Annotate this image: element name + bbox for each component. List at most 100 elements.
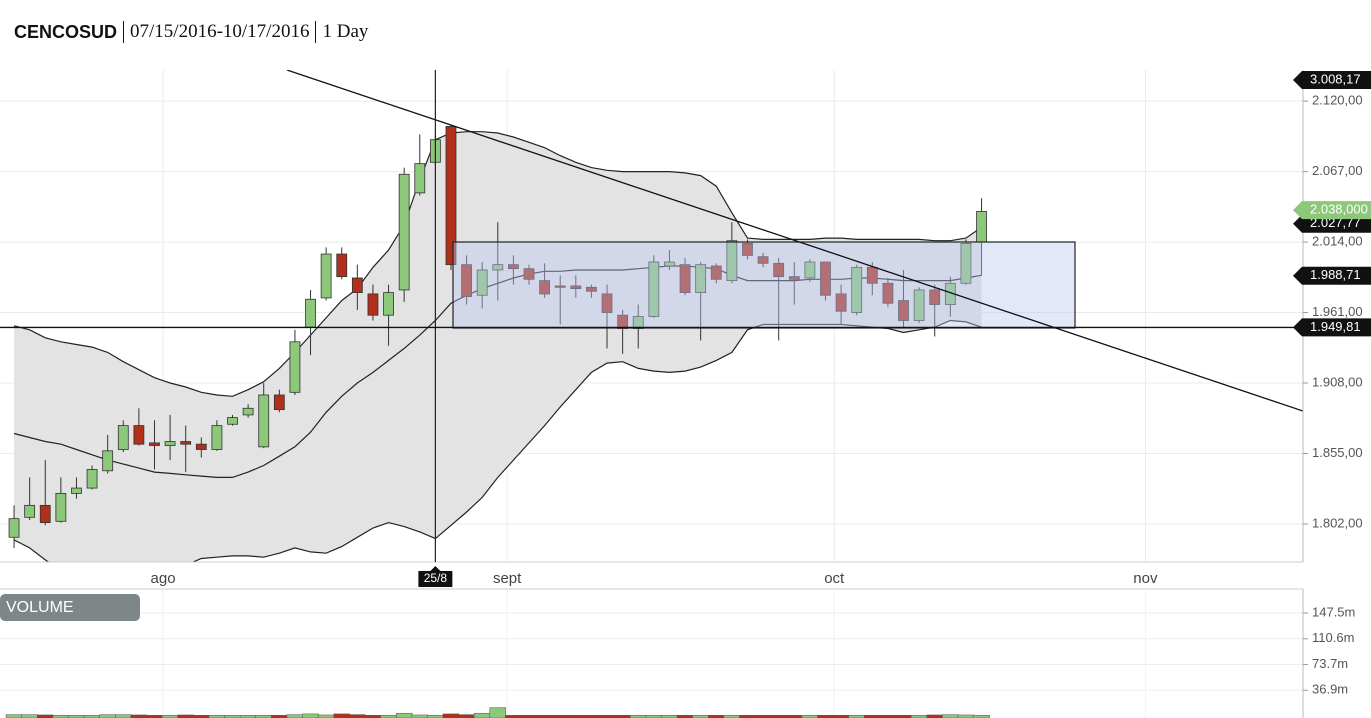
candle-body (960, 242, 972, 284)
candle-body (757, 256, 769, 264)
candle-body (866, 266, 878, 284)
candle-body (820, 261, 831, 296)
candle-body (742, 242, 753, 256)
trend-line (286, 70, 1303, 412)
candle-body (289, 341, 301, 393)
candle-body (851, 266, 863, 313)
candle-body (523, 268, 535, 280)
volume-tick-label: 36.9m (1312, 682, 1348, 697)
candle-body (273, 394, 285, 411)
volume-label: VOLUME (6, 599, 74, 616)
x-tick-label: sept (493, 570, 522, 587)
candle-body (242, 407, 254, 416)
candle-body (726, 240, 738, 282)
price-flag (1293, 266, 1371, 285)
y-tick-label: 2.067,00 (1312, 163, 1363, 178)
candle-body (71, 487, 82, 494)
candle-body (102, 450, 114, 472)
candle-body (461, 264, 472, 297)
y-tick-label: 1.908,00 (1312, 374, 1363, 389)
candle-body (367, 293, 379, 316)
volume-tick-label: 73.7m (1312, 656, 1348, 671)
candle-body (336, 253, 348, 278)
candle-body (86, 469, 98, 489)
candle-body (398, 173, 410, 291)
candle-body (320, 253, 332, 299)
y-tick-label: 2.014,00 (1312, 234, 1363, 249)
volume-bar (973, 715, 990, 718)
candle-body (8, 518, 20, 538)
candle-body (24, 504, 36, 518)
drawings (286, 70, 1303, 412)
candle-body (305, 298, 316, 328)
candle-body (601, 293, 613, 313)
y-tick-label: 1.961,00 (1312, 304, 1363, 319)
candle-body (445, 125, 457, 266)
candle-body (804, 261, 816, 279)
candle-body (414, 163, 426, 194)
candle-body (570, 285, 582, 290)
band-upper (13, 131, 982, 397)
candle-body (133, 425, 145, 445)
y-tick-label: 2.120,00 (1312, 93, 1363, 108)
candle-body (913, 289, 925, 321)
volume-bar (349, 714, 366, 718)
candle-body (164, 441, 176, 446)
candle-body (664, 261, 675, 267)
volume-tick-label: 110.6m (1312, 630, 1354, 645)
price-flag-label: 2.038,000 (1310, 202, 1368, 217)
symbol: CENCOSUD (14, 21, 118, 42)
candle-body (351, 277, 363, 293)
interval: 1 Day (315, 21, 374, 43)
x-tick-label: oct (824, 570, 845, 587)
price-flag-label: 1.949,81 (1310, 319, 1361, 334)
candle-body (648, 261, 660, 317)
candle-body (929, 289, 941, 305)
candle-body (55, 492, 67, 522)
price-flag (1293, 71, 1371, 89)
bollinger-bands (13, 131, 982, 562)
volume-bar (458, 714, 475, 718)
volume-bar (442, 713, 460, 718)
volume-label-box (0, 594, 140, 621)
candle-body (710, 265, 722, 280)
header: CENCOSUD 07/15/2016-10/17/2016 1 Day (14, 18, 374, 46)
price-flag (1293, 201, 1371, 220)
volume-bars (5, 707, 990, 718)
price-flag-label: 3.008,17 (1310, 71, 1361, 86)
volume-bar (115, 714, 132, 718)
volume-bar (302, 713, 319, 718)
volume-bar (5, 714, 23, 718)
candle-body (586, 286, 597, 292)
volume-bar (395, 712, 413, 718)
volume-bar (942, 714, 959, 718)
x-tick-label: ago (151, 570, 176, 587)
x-tick-label: nov (1133, 570, 1158, 587)
candle-body (492, 264, 504, 271)
candle-body (180, 441, 192, 445)
price-flag-label: 1.988,71 (1310, 267, 1361, 282)
axes: VOLUME 1.802,00 1.855,00 1.908,00 1.961,00 2… (0, 70, 1363, 718)
volume-bar (473, 712, 491, 718)
candle-body (117, 425, 129, 450)
candle-body (476, 269, 488, 296)
price-flag (1293, 214, 1371, 233)
candle-body (539, 280, 551, 295)
crosshair-label: 25/8 (424, 571, 448, 585)
candle-body (258, 394, 270, 448)
volume-bar (21, 714, 38, 718)
candle-body (788, 276, 800, 280)
candle-body (39, 504, 51, 524)
volume-bar (286, 714, 304, 718)
band-lower (13, 319, 982, 562)
candle-body (507, 264, 519, 270)
candle-body (773, 262, 785, 278)
price-flag (1293, 318, 1371, 337)
crosshair-label-box (418, 566, 453, 587)
volume-bar (333, 713, 350, 718)
volume-bar (489, 707, 507, 718)
candle-body (554, 285, 566, 288)
candle-body (211, 425, 223, 450)
